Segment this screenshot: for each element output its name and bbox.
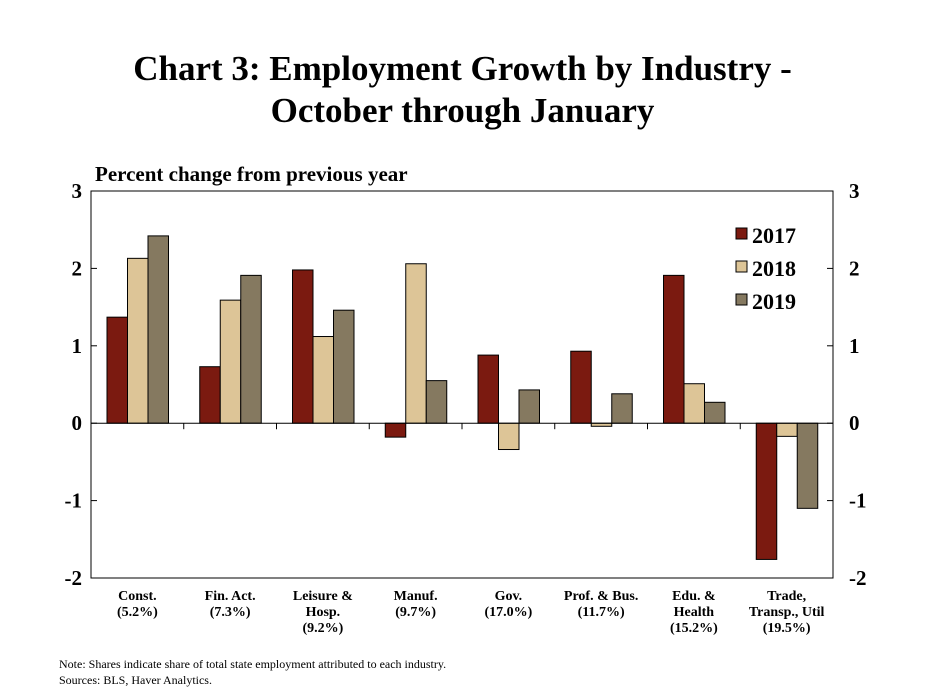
- bar-2018-7: [776, 422, 798, 437]
- category-label-line: Fin. Act.: [205, 589, 256, 604]
- bar-2018-3: [405, 263, 427, 424]
- bar-2019-2: [333, 309, 355, 424]
- bar-2019-1: [240, 274, 262, 424]
- bar-2019-6: [704, 401, 726, 424]
- bar-2018-6: [683, 383, 705, 424]
- bar-2019-4: [518, 389, 540, 424]
- category-label-line: Trade,: [767, 589, 806, 604]
- bar-2018-2: [312, 336, 334, 424]
- chart-title: Chart 3: Employment Growth by Industry -…: [0, 48, 925, 132]
- category-label-line: Transp., Util: [749, 605, 825, 620]
- category-label-line: (15.2%): [670, 621, 718, 636]
- bar-2017-7: [755, 422, 778, 560]
- bar-2018-1: [219, 299, 242, 424]
- legend-swatch-2018: [735, 260, 748, 273]
- y-tick-label-left: -1: [65, 489, 83, 513]
- category-label-line: Manuf.: [394, 589, 438, 604]
- legend-label-2019: 2019: [752, 289, 796, 314]
- note-sources: Sources: BLS, Haver Analytics.: [59, 673, 212, 687]
- category-label: Prof. & Bus. (11.7%): [564, 589, 638, 620]
- y-tick-label-right: 2: [849, 256, 860, 280]
- category-label-line: Prof. & Bus.: [564, 589, 638, 604]
- category-label-line: Const.: [118, 589, 157, 604]
- category-label-line: (9.2%): [302, 621, 343, 636]
- bar-2019-3: [425, 380, 448, 424]
- category-label: Trade, Transp., Util (19.5%): [749, 589, 825, 636]
- y-tick-label-left: 2: [72, 256, 83, 280]
- axis-layer: 3 3 2 2 1 1 0 0 -1 -1 -2 -2 Const. (5.2%) Fin. Act. (7.…: [65, 179, 867, 636]
- category-label-line: (5.2%): [117, 605, 158, 620]
- y-tick-label-left: -2: [65, 566, 83, 590]
- category-label-line: (9.7%): [395, 605, 436, 620]
- y-tick-label-right: -2: [849, 566, 867, 590]
- y-tick-label-right: 0: [849, 411, 860, 435]
- category-label: Leisure & Hosp. (9.2%): [293, 589, 353, 636]
- y-tick-label-left: 1: [72, 334, 83, 358]
- note-shares: Note: Shares indicate share of total sta…: [59, 657, 447, 671]
- category-label: Manuf. (9.7%): [394, 589, 438, 620]
- bars-layer: [106, 235, 819, 560]
- category-label-line: Hosp.: [306, 605, 341, 620]
- bar-2017-0: [106, 316, 128, 424]
- legend-swatch-2017: [735, 227, 748, 240]
- y-tick-label-right: -1: [849, 489, 867, 513]
- bar-2019-0: [147, 235, 169, 424]
- chart-title-line-2: October through January: [270, 91, 655, 130]
- category-label-line: Edu. &: [672, 589, 716, 604]
- y-tick-label-left: 0: [72, 411, 83, 435]
- legend-swatch-2019: [735, 293, 748, 306]
- y-tick-label-right: 3: [849, 179, 860, 203]
- category-label-line: (11.7%): [578, 605, 625, 620]
- bar-2017-5: [570, 350, 592, 424]
- bar-2019-5: [611, 393, 633, 424]
- category-label: Fin. Act. (7.3%): [205, 589, 256, 620]
- bar-2017-6: [663, 274, 685, 424]
- legend: 2017 2018 2019: [735, 223, 796, 314]
- category-label-line: Leisure &: [293, 589, 353, 604]
- bar-2017-4: [477, 354, 499, 424]
- plot-frame: [90, 190, 834, 579]
- bar-2018-4: [498, 422, 520, 451]
- category-label-line: Health: [674, 605, 715, 620]
- chart-title-line-1: Chart 3: Employment Growth by Industry -: [133, 49, 792, 88]
- bar-2017-3: [384, 422, 407, 438]
- bar-2018-0: [127, 257, 149, 424]
- y-tick-label-left: 3: [72, 179, 83, 203]
- category-label: Const. (5.2%): [117, 589, 158, 620]
- bar-2019-7: [796, 422, 819, 509]
- legend-label-2017: 2017: [752, 223, 796, 248]
- bar-2017-2: [292, 269, 314, 424]
- category-label-line: (17.0%): [484, 605, 532, 620]
- legend-label-2018: 2018: [752, 256, 796, 281]
- bar-2017-1: [199, 366, 221, 424]
- y-axis-label: Percent change from previous year: [95, 162, 408, 186]
- category-label-line: (19.5%): [763, 621, 811, 636]
- category-label: Edu. & Health (15.2%): [670, 589, 718, 636]
- category-label: Gov. (17.0%): [484, 589, 532, 620]
- category-label-line: (7.3%): [210, 605, 251, 620]
- category-label-line: Gov.: [495, 589, 523, 604]
- y-tick-label-right: 1: [849, 334, 860, 358]
